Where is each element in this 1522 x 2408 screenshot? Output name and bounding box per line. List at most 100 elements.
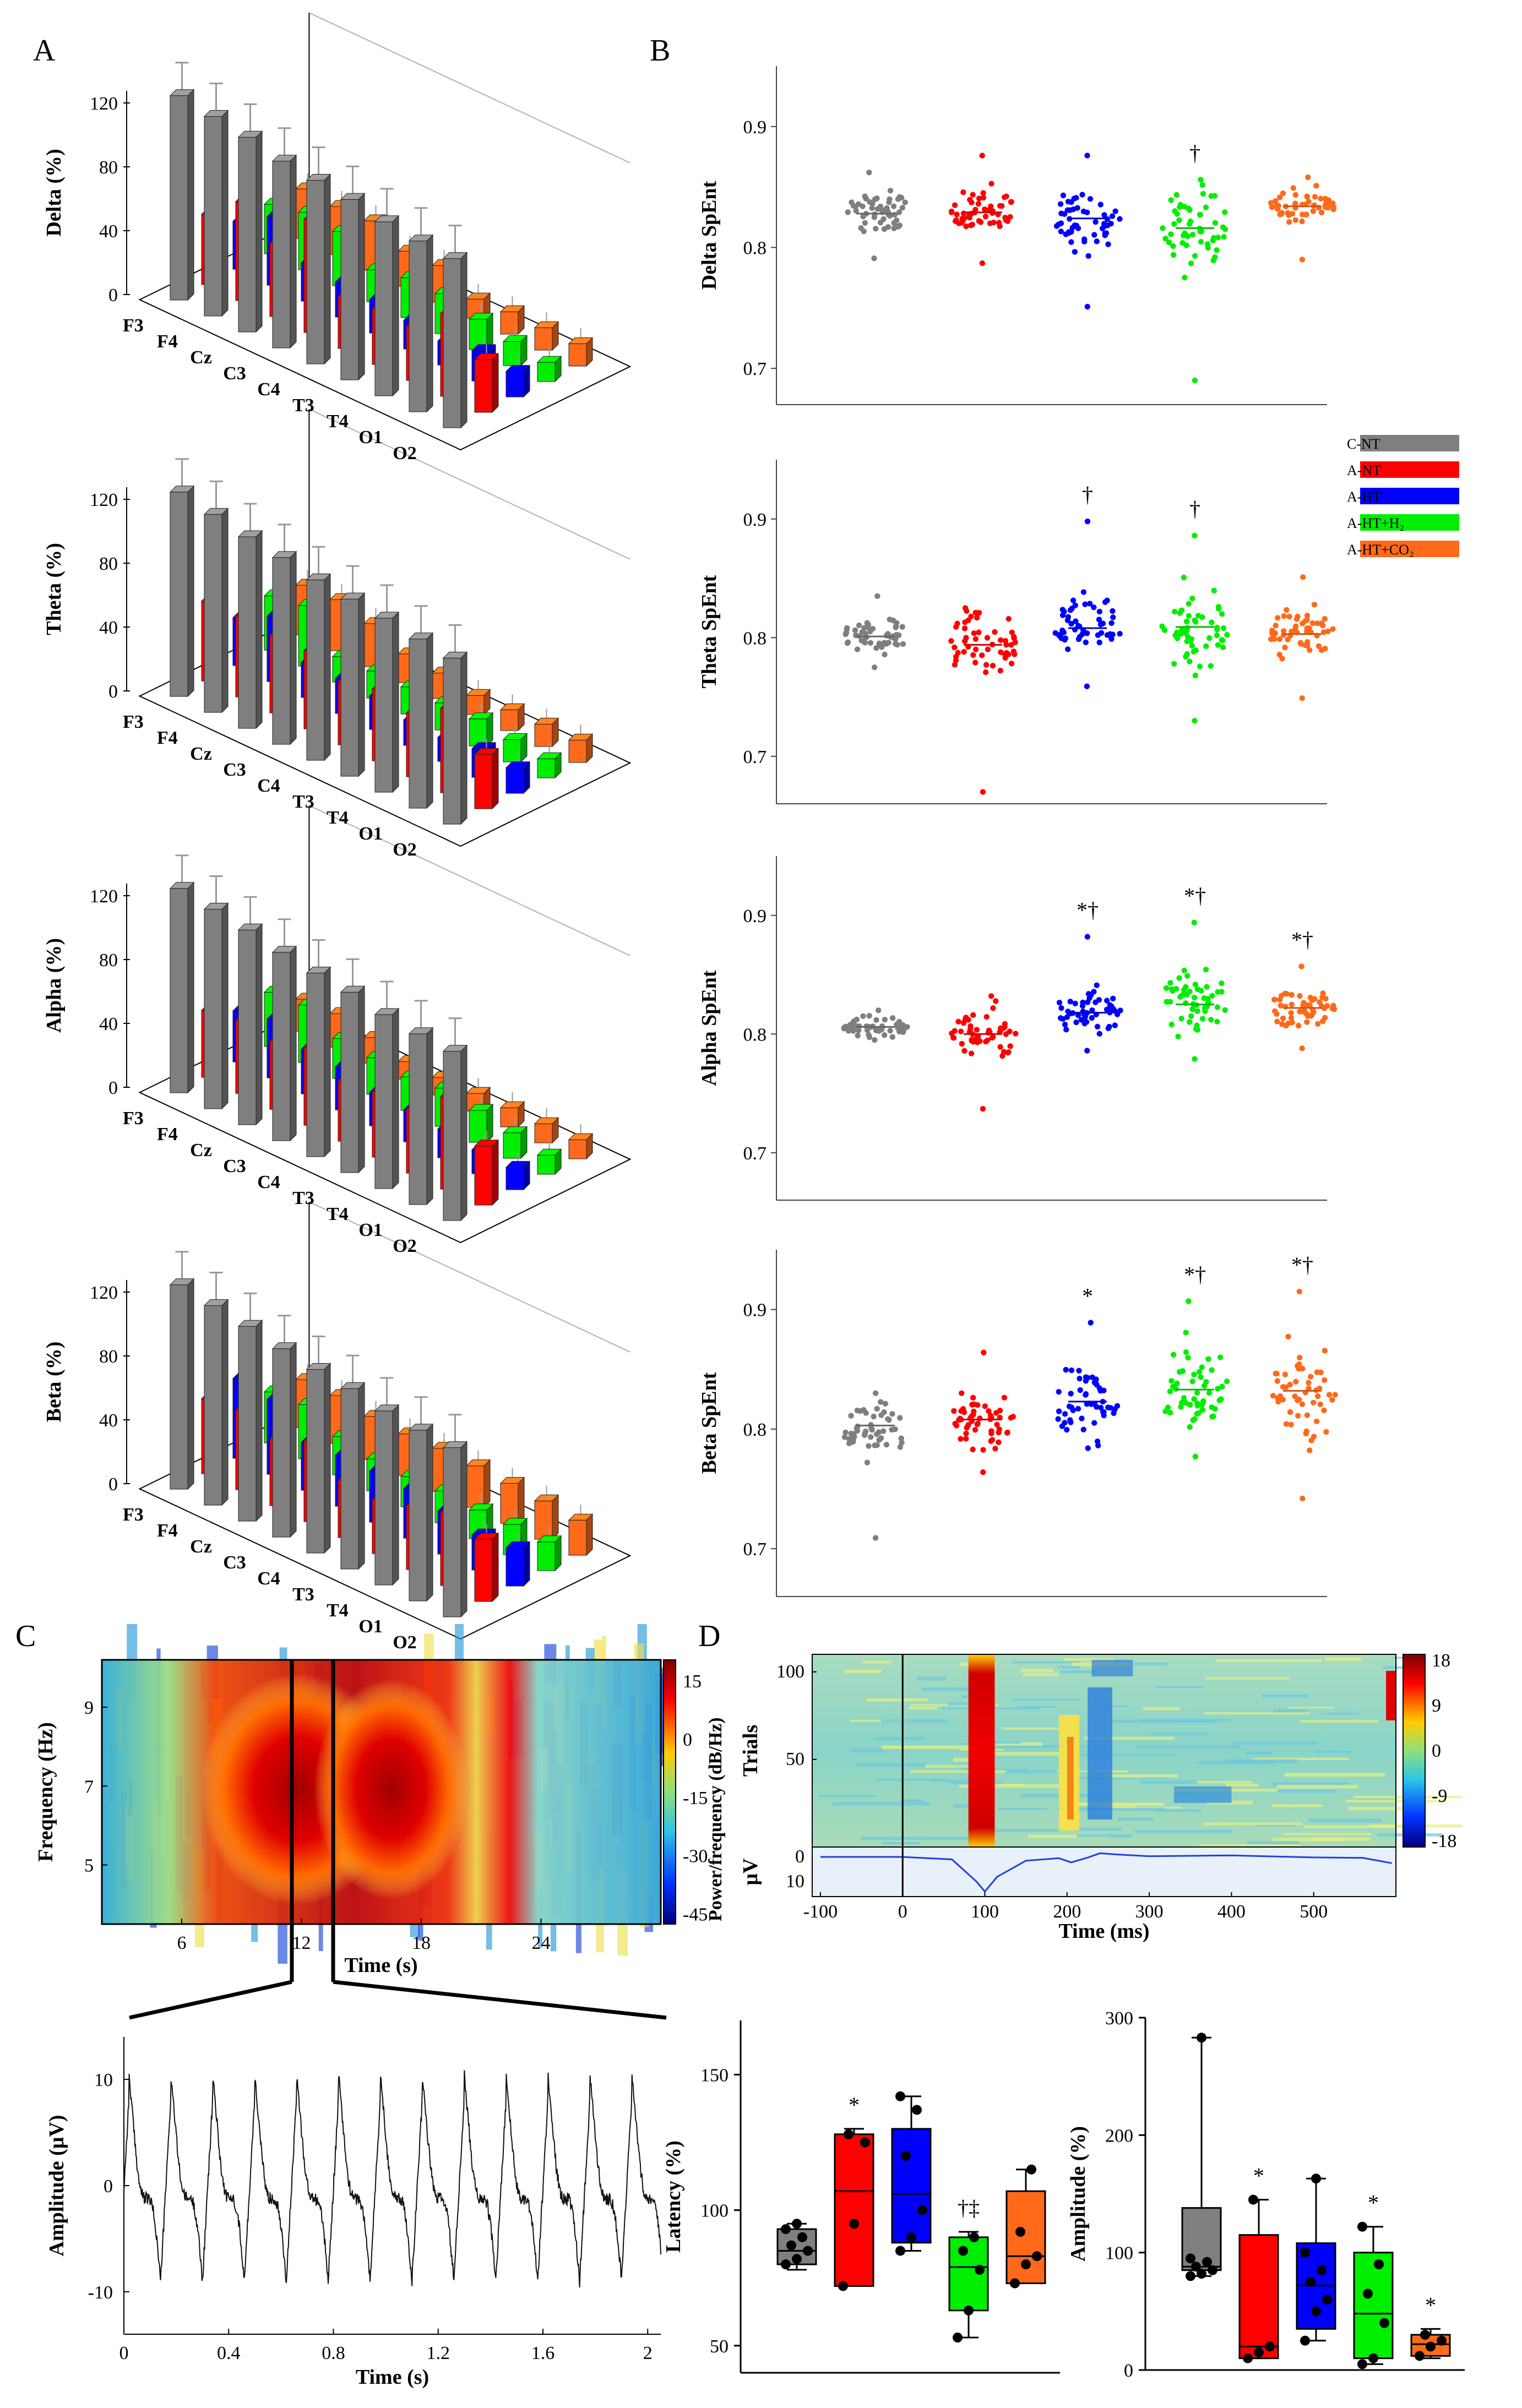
point-a-ht-h2 [1162, 236, 1168, 242]
point-c-nt [873, 645, 879, 651]
bar-c-nt-f3-side [187, 881, 194, 1094]
box-a-ht [891, 2128, 932, 2244]
erp-texture [1225, 1759, 1298, 1763]
erp-texture [1090, 1807, 1182, 1809]
point-a-ht [906, 2232, 916, 2242]
point-c-nt [848, 1413, 854, 1419]
y-tick-label: 80 [99, 157, 118, 178]
point-a-nt [1002, 1021, 1008, 1027]
point-a-ht-co2 [1310, 208, 1317, 214]
erp-late-red [1386, 1671, 1396, 1720]
bar-c-nt-f4-side [221, 1299, 229, 1506]
point-a-ht [1087, 196, 1094, 202]
point-a-ht [1085, 991, 1092, 997]
point-a-ht-co2 [1326, 1392, 1333, 1398]
erp-n100-band [968, 1654, 995, 1847]
point-a-nt [961, 1409, 967, 1415]
point-a-ht-co2 [1292, 192, 1298, 198]
point-a-ht-h2 [1219, 980, 1225, 987]
bar-a-ht-h2-t4-top [468, 1503, 494, 1511]
point-a-nt [979, 260, 986, 266]
y-tick-label: 10 [94, 2070, 113, 2090]
bar-c-nt-f4 [204, 909, 222, 1109]
erp-texture [1253, 1758, 1349, 1760]
point-c-nt [850, 1431, 857, 1437]
y-tick-label: 100 [700, 2201, 729, 2221]
bar-c-nt-o2 [443, 258, 461, 428]
x-tick-label: 0.8 [322, 2343, 345, 2363]
point-a-nt [974, 614, 980, 621]
point-a-ht-co2 [1305, 1002, 1311, 1008]
point-c-nt [844, 625, 850, 631]
bar-a-ht-co2-t3-top [465, 292, 491, 299]
point-a-ht-co2 [1279, 656, 1285, 662]
point-a-ht-h2 [1170, 243, 1176, 249]
point-a-ht [1104, 597, 1110, 603]
point-a-nt [970, 192, 976, 198]
bar-a-ht-h2-t4-top [468, 1104, 494, 1111]
point-a-ht-h2 [1203, 966, 1209, 973]
point-a-ht-h2 [1192, 717, 1198, 724]
point-a-ht-co2 [1283, 1421, 1290, 1427]
point-a-ht-h2 [1200, 190, 1206, 197]
a-delta-chart: 0 40 80 120 Delta (%) F3 F4 Cz C3 C4 T3 T4 O1 O2 [42, 12, 632, 464]
electrode-label: O1 [358, 1220, 382, 1240]
point-a-nt [959, 1040, 965, 1047]
point-a-ht [1052, 630, 1058, 636]
electrode-label: C3 [223, 760, 246, 780]
erp-texture [1065, 1777, 1172, 1779]
point-a-ht-h2 [1192, 672, 1199, 679]
y-axis-label: Amplitude (μV) [45, 2115, 68, 2257]
point-a-ht [1058, 210, 1064, 216]
bar-c-nt-o1 [409, 639, 427, 809]
x-tick-label: 24 [532, 1933, 551, 1953]
x-tick-label: 0 [898, 1902, 907, 1922]
legend-swatch-a-nt [1360, 461, 1459, 478]
point-c-nt [877, 204, 884, 210]
bar-c-nt-cz-top [237, 1320, 263, 1327]
point-a-ht-co2 [1285, 1020, 1291, 1026]
erp-texture [1140, 1780, 1198, 1784]
bar-c-nt-c3 [272, 161, 291, 348]
colorbar-tick-label: 18 [1432, 1650, 1450, 1671]
point-a-ht-h2 [1211, 587, 1217, 593]
erp-texture [1018, 1706, 1056, 1708]
point-a-ht-co2 [1304, 1019, 1310, 1025]
point-a-ht-co2 [1311, 602, 1318, 608]
zoom-line-right-diag [333, 1980, 667, 2020]
y-axis-label: Theta (%) [42, 543, 66, 635]
point-a-ht-co2 [1299, 1045, 1305, 1052]
point-c-nt [885, 631, 891, 637]
point-c-nt [866, 1012, 872, 1019]
point-a-nt [961, 1048, 967, 1054]
point-a-ht [1066, 1403, 1073, 1409]
erp-texture [925, 1765, 996, 1768]
point-a-ht-co2 [1307, 647, 1313, 653]
erp-texture [1232, 1741, 1318, 1745]
d-colorbar-ticks: 18 9 0 -9 -18 [1432, 1650, 1456, 1851]
point-a-ht [1112, 208, 1118, 215]
point-a-ht-h2 [1219, 1383, 1225, 1390]
point-a-ht-co2 [1289, 211, 1296, 217]
bar-c-nt-o2 [443, 1051, 461, 1221]
point-a-ht-h2 [1178, 1399, 1185, 1406]
point-a-ht-co2 [1274, 1370, 1280, 1377]
colorbar-tick-label: 0 [1432, 1741, 1441, 1761]
y-tick-label: 100 [1105, 2243, 1133, 2264]
point-a-nt [997, 203, 1003, 209]
point-c-nt [894, 641, 900, 648]
point-a-ht-co2 [1280, 628, 1287, 634]
panel-letter-b: B [650, 34, 670, 68]
erp-texture [1003, 1727, 1059, 1730]
point-c-nt [865, 622, 872, 628]
y-tick-label: 120 [90, 94, 118, 114]
bar-c-nt-t4-side [392, 1007, 399, 1190]
point-a-nt [998, 649, 1004, 655]
point-c-nt [899, 205, 906, 211]
point-a-ht-h2 [1162, 1408, 1168, 1414]
bar-a-ht-h2-o1-top [502, 733, 528, 740]
electrode-label: C4 [257, 1172, 280, 1192]
point-a-ht-h2 [1217, 1354, 1224, 1360]
point-a-ht-h2 [1187, 1402, 1193, 1408]
erp-texture [1012, 1698, 1080, 1701]
